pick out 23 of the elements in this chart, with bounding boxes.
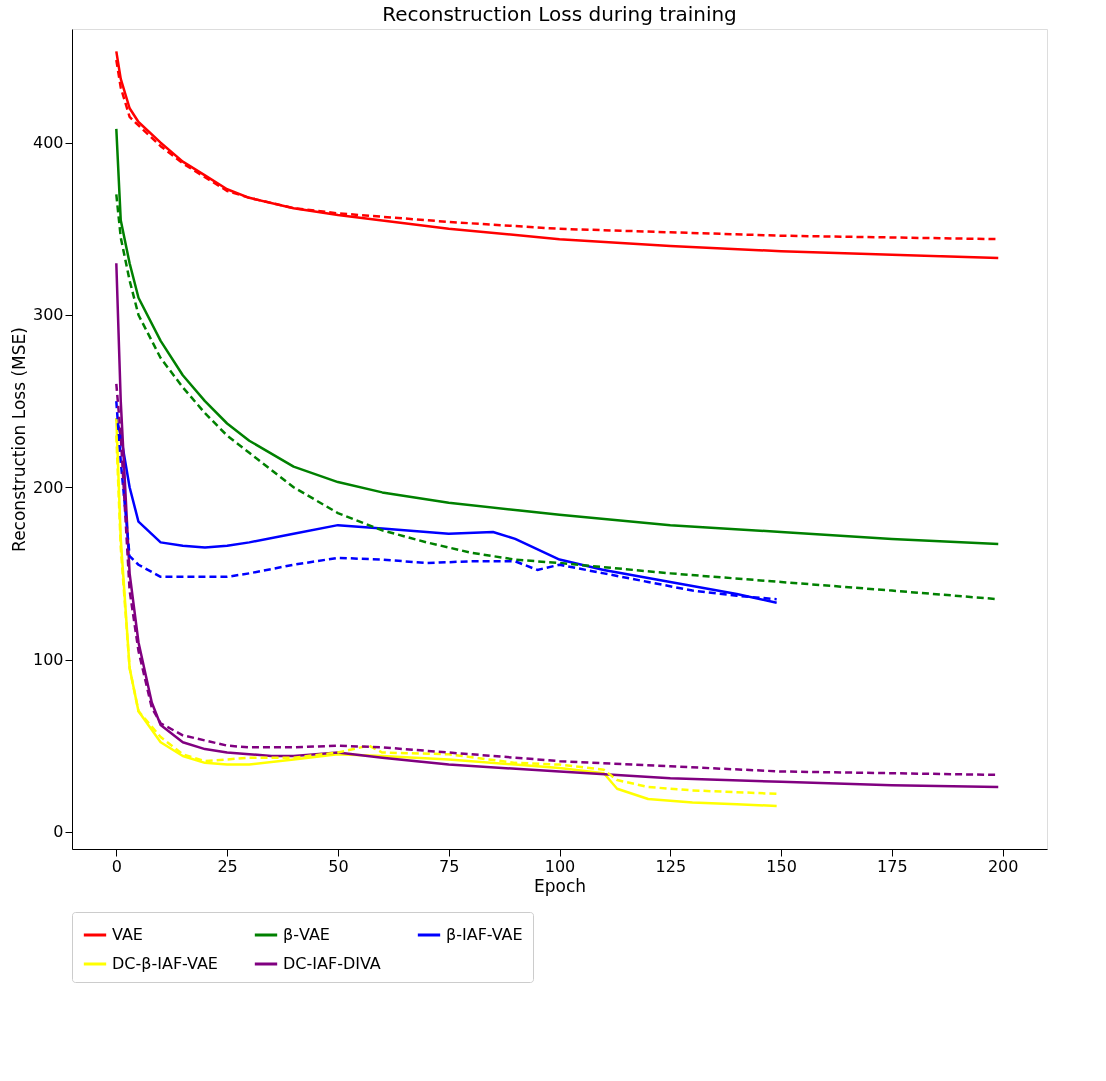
legend-label: β-VAE bbox=[283, 925, 330, 944]
x-tick-label: 125 bbox=[655, 856, 687, 876]
y-tick-label: 100 bbox=[32, 650, 64, 669]
x-tick-label: 0 bbox=[111, 856, 122, 876]
x-tick-label: 75 bbox=[439, 856, 460, 876]
x-tick-label: 50 bbox=[328, 856, 349, 876]
x-axis-title: Epoch bbox=[533, 875, 587, 896]
x-tick-label: 25 bbox=[217, 856, 238, 876]
legend-label: DC-IAF-DIVA bbox=[283, 954, 381, 973]
x-tick-label: 200 bbox=[987, 856, 1019, 876]
chart-title: Reconstruction Loss during training bbox=[382, 2, 737, 26]
legend-label: β-IAF-VAE bbox=[446, 925, 523, 944]
x-tick-label: 150 bbox=[766, 856, 797, 876]
x-tick-label: 100 bbox=[544, 856, 576, 876]
x-tick-label: 175 bbox=[877, 856, 908, 876]
y-axis-title: Reconstruction Loss (MSE) bbox=[8, 327, 29, 552]
y-tick-label: 300 bbox=[32, 305, 64, 325]
y-tick-label: 400 bbox=[32, 133, 64, 153]
line-series bbox=[115, 262, 1000, 789]
legend-label: DC-β-IAF-VAE bbox=[112, 954, 218, 973]
y-tick-label: 200 bbox=[32, 477, 64, 497]
legend-label: VAE bbox=[112, 925, 143, 944]
y-tick-label: 0 bbox=[53, 822, 64, 842]
